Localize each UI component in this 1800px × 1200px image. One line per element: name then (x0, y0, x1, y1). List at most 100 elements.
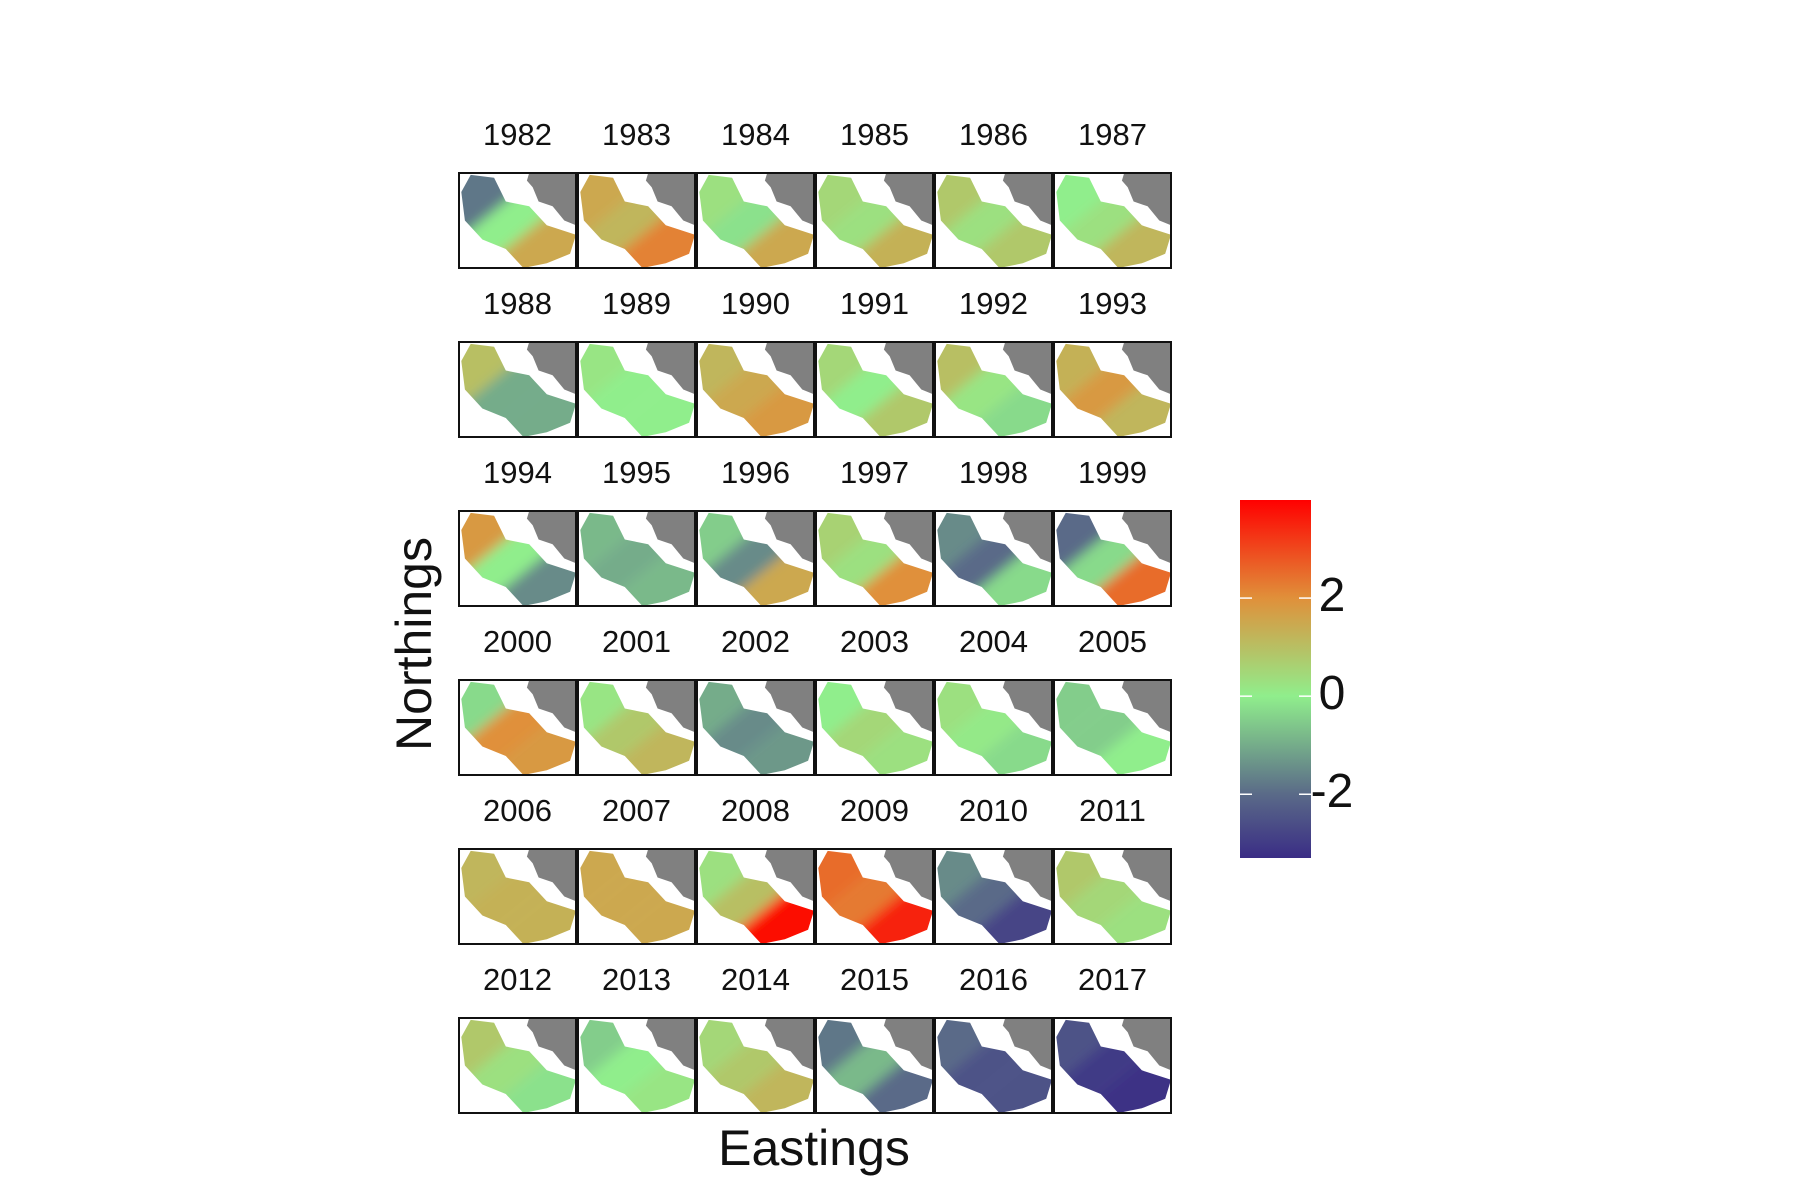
panel-border (934, 510, 1053, 607)
panel-field (580, 174, 695, 268)
land (883, 511, 933, 564)
field-zone (699, 850, 814, 944)
panel-title: 1992 (959, 286, 1028, 321)
panel-field-smooth (1056, 174, 1171, 268)
panel-title: 1993 (1078, 286, 1147, 321)
land (764, 342, 814, 395)
panel-field (461, 512, 576, 606)
panel-border (1053, 510, 1172, 607)
panel-field (818, 512, 933, 606)
land (1121, 173, 1171, 226)
field-zone (937, 343, 1052, 437)
panel-border (815, 341, 934, 438)
panel-field (937, 174, 1052, 268)
panel-border (934, 172, 1053, 269)
panel-title: 2004 (959, 624, 1028, 659)
panel-field-smooth (699, 174, 814, 268)
panel-border (458, 848, 577, 945)
panel-border (577, 1017, 696, 1114)
panel-field (1056, 681, 1171, 775)
panel-field-smooth (937, 681, 1052, 775)
field-zone (1056, 174, 1171, 268)
land (1002, 1018, 1052, 1071)
panel-border (1053, 172, 1172, 269)
land (645, 849, 695, 902)
field-zone (461, 1019, 576, 1113)
panel-field-smooth (1056, 850, 1171, 944)
land (526, 511, 576, 564)
panel-border (577, 341, 696, 438)
panel-border (577, 172, 696, 269)
panel-field-smooth (461, 850, 576, 944)
panel-title: 2010 (959, 793, 1028, 828)
panel-field (580, 512, 695, 606)
land (883, 342, 933, 395)
panel-title: 1989 (602, 286, 671, 321)
panel-title: 1996 (721, 455, 790, 490)
panel-field-smooth (699, 343, 814, 437)
land (1002, 849, 1052, 902)
panel-field (699, 681, 814, 775)
panel-field-smooth (1056, 681, 1171, 775)
panel-field-smooth (1056, 343, 1171, 437)
field-zone (580, 343, 695, 437)
field-zone (818, 681, 933, 775)
panel-field (818, 174, 933, 268)
panel-border (1053, 848, 1172, 945)
field-zone (1056, 174, 1171, 268)
panel-field-smooth (699, 681, 814, 775)
panel-title: 1986 (959, 117, 1028, 152)
panel-title: 2008 (721, 793, 790, 828)
land (764, 849, 814, 902)
panel-title: 2000 (483, 624, 552, 659)
colorbar (1240, 500, 1311, 858)
panel-border (458, 510, 577, 607)
y-axis-label: Northings (386, 537, 442, 751)
panel-field-smooth (818, 1019, 933, 1113)
panel-field-smooth (580, 1019, 695, 1113)
field-zone (580, 681, 695, 775)
panel-field (461, 681, 576, 775)
field-zone (461, 174, 576, 268)
panel-field (818, 850, 933, 944)
land (1121, 849, 1171, 902)
land (645, 342, 695, 395)
land (883, 173, 933, 226)
land (645, 1018, 695, 1071)
panel-border (458, 679, 577, 776)
panel-title: 2015 (840, 962, 909, 997)
panel-field-smooth (461, 174, 576, 268)
panel-border (458, 172, 577, 269)
panel-title: 1983 (602, 117, 671, 152)
panel-border (577, 679, 696, 776)
panel-field-smooth (818, 681, 933, 775)
panel-field (1056, 174, 1171, 268)
panel-border (696, 510, 815, 607)
land (1121, 1018, 1171, 1071)
panel-field (580, 1019, 695, 1113)
land (645, 680, 695, 733)
panel-border (696, 848, 815, 945)
panel-border (1053, 679, 1172, 776)
panel-border (577, 848, 696, 945)
field-zone (580, 174, 695, 268)
field-zone (818, 512, 933, 606)
land (1002, 173, 1052, 226)
panel-field (1056, 850, 1171, 944)
panel-field (937, 850, 1052, 944)
panel-border (696, 341, 815, 438)
panel-border (934, 341, 1053, 438)
panel-field-smooth (1056, 1019, 1171, 1113)
panel-field-smooth (580, 174, 695, 268)
panel-title: 1998 (959, 455, 1028, 490)
panel-field (1056, 1019, 1171, 1113)
panel-field-smooth (937, 174, 1052, 268)
panel-border (815, 848, 934, 945)
land (764, 511, 814, 564)
panel-title: 1984 (721, 117, 790, 152)
panel-border (934, 679, 1053, 776)
panel-field (937, 343, 1052, 437)
panel-field-smooth (580, 512, 695, 606)
land (1121, 680, 1171, 733)
panel-title: 2012 (483, 962, 552, 997)
